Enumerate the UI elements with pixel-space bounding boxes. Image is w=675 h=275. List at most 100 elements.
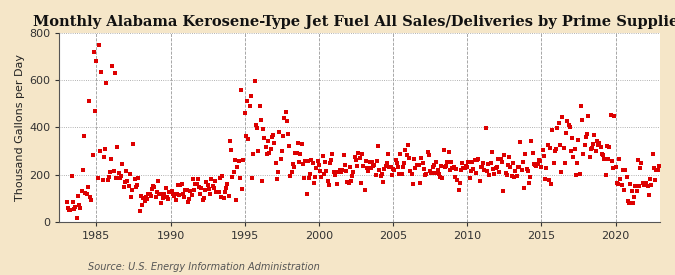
Point [441,164,452,168]
Point [588,142,599,147]
Point [316,175,327,179]
Point [545,145,556,150]
Point [186,193,197,197]
Point [622,199,633,203]
Point [261,145,271,149]
Point [290,150,301,155]
Point [530,163,541,167]
Point [331,169,342,174]
Point [343,180,354,185]
Point [647,152,658,156]
Point [88,50,99,54]
Point [489,172,500,176]
Point [494,170,505,174]
Text: Source: U.S. Energy Information Administration: Source: U.S. Energy Information Administ… [88,262,319,272]
Point [176,182,187,186]
Point [169,193,180,198]
Point [469,158,480,163]
Point [244,104,255,108]
Point [377,172,387,176]
Point [589,133,600,138]
Point [531,164,542,168]
Point [578,152,589,156]
Point [546,182,557,187]
Point [478,161,489,166]
Point [454,181,465,186]
Point [390,158,401,163]
Point [87,153,98,157]
Point [154,192,165,196]
Point [634,165,645,170]
Point [474,179,485,184]
Point [275,157,286,161]
Point [510,169,521,174]
Point [178,192,188,196]
Point [142,197,153,201]
Point [191,182,202,186]
Point [649,165,659,170]
Point [418,167,429,171]
Point [108,169,119,173]
Point [151,195,161,199]
Point [570,173,581,177]
Point [253,149,264,153]
Point [270,161,281,165]
Point [342,180,353,185]
Point [626,189,637,193]
Point [207,184,218,188]
Point [358,163,369,168]
Point [539,177,550,182]
Point [240,111,250,116]
Point [185,189,196,193]
Point [171,192,182,196]
Point [569,147,580,151]
Point [288,162,298,166]
Point [515,140,526,144]
Point [620,168,631,172]
Point [91,59,102,64]
Point [558,146,569,150]
Point [261,152,272,156]
Point [591,139,602,143]
Point [541,166,551,171]
Point [295,152,306,157]
Point [511,174,522,178]
Point [68,200,78,205]
Point [271,177,282,182]
Point [543,178,554,182]
Point [402,143,413,148]
Point [126,195,136,199]
Point [423,152,434,157]
Point [341,168,352,173]
Point [363,169,374,173]
Point [438,148,449,153]
Point [450,175,460,179]
Point [321,169,331,174]
Point [197,197,208,202]
Point [170,197,181,202]
Point [460,164,471,169]
Point [522,169,533,173]
Point [332,182,343,186]
Point [479,168,490,172]
Point [412,163,423,167]
Point [335,170,346,174]
Point [179,195,190,199]
Point [387,166,398,171]
Point [92,176,103,180]
Point [367,160,377,164]
Point [416,155,427,160]
Point [159,192,170,197]
Point [139,199,150,204]
Point [301,192,312,197]
Point [610,165,621,169]
Point [294,160,304,165]
Point [101,81,111,86]
Point [466,160,477,164]
Point [458,166,469,170]
Point [216,194,227,199]
Point [472,158,483,162]
Point [173,193,184,197]
Point [429,163,439,167]
Point [490,166,501,170]
